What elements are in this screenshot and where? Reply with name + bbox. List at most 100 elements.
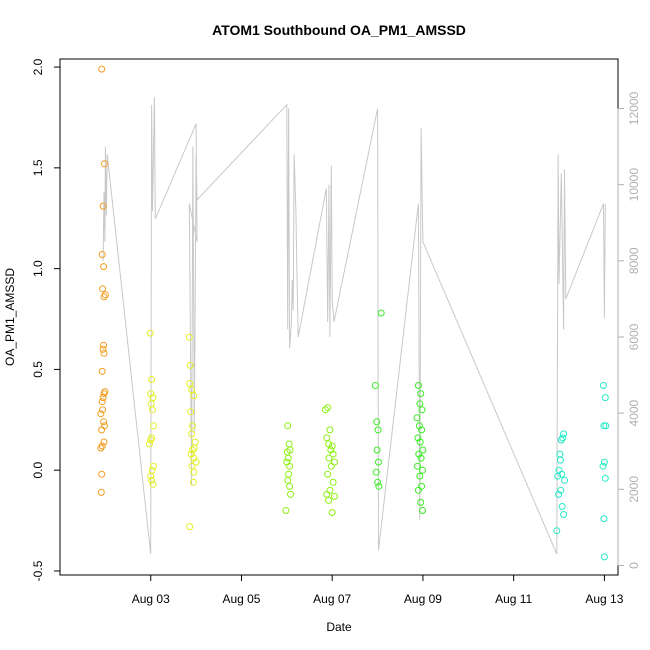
data-point	[99, 202, 107, 210]
data-point	[373, 418, 381, 426]
data-point	[328, 442, 336, 450]
y-tick-label: 1.5	[31, 159, 45, 176]
data-point	[375, 458, 382, 466]
data-point	[418, 406, 426, 414]
data-point	[150, 422, 157, 430]
x-tick-label: Aug 11	[495, 592, 532, 606]
data-point	[560, 511, 568, 518]
data-point	[416, 438, 424, 446]
data-point	[149, 480, 157, 488]
data-point	[147, 390, 155, 398]
y-axis: -0.5 0.0 0.5 1.0 1.5 2.0	[31, 58, 61, 581]
x-tick-label: Aug 07	[313, 592, 351, 606]
data-point	[192, 458, 200, 466]
chart-title: ATOM1 Southbound OA_PM1_AMSSD	[212, 22, 466, 38]
data-point	[189, 478, 197, 486]
data-point	[145, 440, 153, 448]
data-point	[601, 394, 609, 402]
data-point	[600, 382, 607, 389]
data-point	[284, 422, 292, 430]
line-series	[102, 97, 606, 555]
data-point	[284, 476, 292, 484]
x-tick-label: Aug 13	[585, 592, 623, 606]
data-point	[374, 426, 382, 434]
data-point	[148, 376, 156, 383]
data-point	[558, 470, 566, 478]
y2-tick-label: 12000	[627, 91, 641, 125]
data-point	[324, 404, 332, 412]
data-point	[325, 496, 333, 504]
y2-tick-label: 0	[627, 562, 641, 569]
data-point	[371, 382, 379, 389]
data-point	[100, 263, 108, 271]
data-point	[327, 446, 335, 454]
data-point	[418, 426, 426, 434]
y2-tick-label: 4000	[627, 399, 641, 426]
data-point	[419, 507, 426, 514]
data-point	[100, 418, 108, 426]
data-point	[98, 65, 106, 73]
data-point	[325, 454, 333, 462]
y-tick-label: 0.0	[31, 462, 45, 479]
data-point	[558, 503, 566, 510]
data-point	[417, 454, 425, 462]
data-point	[100, 390, 108, 398]
data-point	[560, 430, 568, 438]
data-point	[186, 523, 194, 531]
data-point	[97, 410, 105, 418]
data-point	[186, 361, 194, 369]
data-point	[97, 488, 105, 496]
data-point	[97, 444, 105, 452]
data-point	[556, 456, 564, 464]
data-point	[149, 406, 156, 414]
data-point	[561, 476, 568, 484]
data-point	[100, 438, 108, 446]
data-point	[187, 408, 195, 416]
data-point	[99, 394, 107, 402]
y-axis-label: OA_PM1_AMSSD	[3, 268, 17, 366]
y2-axis: 0 2000 4000 6000 8000 10000 12000	[617, 91, 641, 569]
data-point	[188, 430, 196, 438]
data-point	[100, 341, 108, 349]
data-point	[190, 444, 198, 452]
data-point	[188, 386, 196, 394]
data-point	[600, 422, 608, 430]
data-point	[413, 414, 421, 422]
data-point	[599, 462, 607, 470]
y2-tick-label: 2000	[627, 476, 641, 503]
data-point	[98, 398, 106, 406]
data-point	[101, 160, 108, 168]
data-point	[325, 440, 333, 448]
data-point	[377, 309, 385, 317]
data-point	[324, 470, 332, 478]
data-point	[98, 442, 106, 450]
scatter-points	[97, 65, 610, 561]
data-point	[101, 291, 109, 299]
data-point	[419, 446, 427, 454]
data-point	[416, 400, 424, 408]
data-point	[326, 426, 334, 434]
y-tick-label: 2.0	[31, 58, 45, 75]
data-point	[147, 472, 155, 480]
y-tick-label: 0.5	[31, 361, 45, 378]
data-point	[286, 462, 294, 470]
y2-tick-label: 10000	[627, 168, 641, 202]
data-point	[189, 422, 196, 430]
data-point	[148, 476, 156, 484]
data-point	[414, 434, 422, 442]
data-point	[98, 367, 106, 375]
data-point	[415, 450, 423, 458]
y2-tick-label: 8000	[627, 247, 641, 274]
x-tick-label: Aug 09	[404, 592, 442, 606]
data-point	[416, 472, 424, 480]
data-point	[415, 422, 423, 430]
data-point	[190, 454, 198, 462]
x-axis: Aug 03 Aug 05 Aug 07 Aug 09 Aug 11 Aug 13	[132, 574, 624, 606]
line-series-path	[102, 97, 606, 555]
data-point	[98, 251, 106, 258]
x-tick-label: Aug 03	[132, 592, 170, 606]
data-point	[99, 406, 107, 414]
data-point	[329, 478, 337, 486]
